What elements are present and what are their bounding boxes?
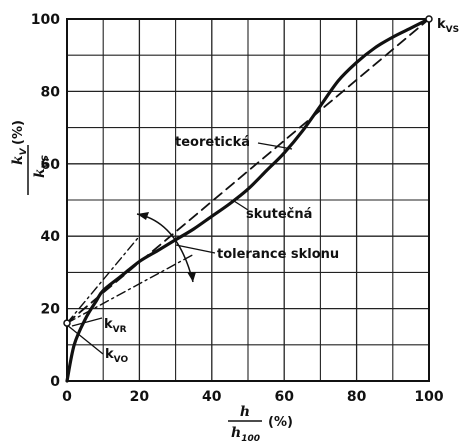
series-line-tolerance-3 [66, 253, 195, 324]
y-label-den: kVS [32, 155, 51, 178]
x-tick-label: 60 [274, 389, 294, 405]
x-label-unit: (%) [268, 415, 293, 430]
y-tick-label: 100 [31, 12, 60, 28]
label-kvr: kVR [104, 317, 127, 335]
series-layer [65, 17, 431, 383]
tolerance-arrowhead-top [137, 212, 149, 220]
label-tolerance: tolerance sklonu [217, 247, 339, 262]
label-kvs: kVS [437, 17, 459, 35]
leader-kvo [66, 324, 104, 355]
x-tick-label: 0 [62, 389, 72, 405]
leader-skutecna [233, 200, 249, 211]
leader-tolerance [175, 244, 216, 254]
x-label-den: h100 [231, 425, 260, 443]
y-axis-label: kV kVS (%) [10, 120, 51, 195]
plot-frame [66, 18, 430, 382]
kvr-point-marker [63, 319, 71, 327]
label-teoreticka: teoretická [175, 135, 250, 150]
x-tick-label: 100 [414, 389, 443, 405]
tolerance-arrowhead-bottom [187, 272, 196, 282]
y-tick-label: 80 [41, 84, 61, 100]
x-tick-label: 20 [130, 389, 150, 405]
tick-labels: 0 20 40 60 80 100 0 20 40 60 80 100 [31, 12, 444, 405]
y-label-unit: (%) [11, 120, 26, 145]
series-line-teoreticka [66, 18, 430, 324]
x-label-num: h [240, 404, 250, 420]
label-skutecna: skutečná [246, 207, 312, 222]
y-tick-label: 20 [41, 302, 61, 318]
leader-kvr [71, 317, 103, 327]
kvs-point-marker [425, 15, 433, 23]
x-tick-label: 80 [347, 389, 367, 405]
y-tick-label: 0 [50, 374, 60, 390]
series-line-skutecna [65, 17, 431, 383]
y-tick-label: 40 [41, 229, 61, 245]
annotations: teoretická skutečná tolerance sklonu kVS… [66, 17, 459, 365]
x-tick-label: 40 [202, 389, 222, 405]
x-axis-label: h h100 (%) [228, 404, 293, 443]
y-tick-label: 60 [41, 157, 61, 173]
label-kvo: kVO [105, 347, 128, 365]
y-label-num: kV [10, 147, 29, 165]
series-line-tolerance-2 [66, 235, 141, 324]
leader-teoreticka [257, 142, 293, 150]
